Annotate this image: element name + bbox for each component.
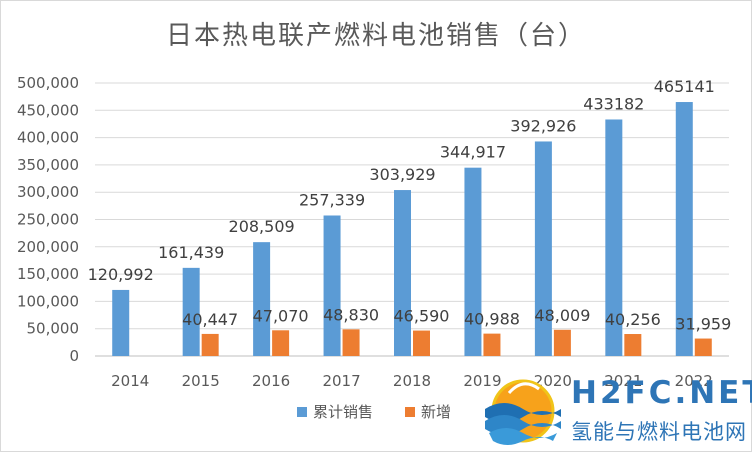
x-tick-label: 2016 xyxy=(252,372,290,390)
data-label-cumulative: 392,926 xyxy=(510,116,576,135)
bar-new xyxy=(342,329,360,356)
bar-cumulative xyxy=(182,267,200,356)
y-tick-label: 300,000 xyxy=(17,183,79,201)
data-label-new: 48,830 xyxy=(323,305,379,324)
y-tick-label: 150,000 xyxy=(17,265,79,283)
x-tick-label: 2021 xyxy=(604,372,642,390)
watermark-site-name: H2FC.NET xyxy=(571,375,752,411)
bar-cumulative xyxy=(605,119,623,356)
data-label-cumulative: 433182 xyxy=(583,94,644,113)
legend-swatch-new xyxy=(405,407,415,417)
watermark-subtitle: 氢能与燃料电池网 xyxy=(571,420,747,444)
legend-label-new: 新增 xyxy=(421,403,451,421)
data-label-new: 40,988 xyxy=(464,310,520,329)
y-tick-label: 50,000 xyxy=(27,320,80,338)
y-tick-label: 0 xyxy=(69,347,79,365)
bar-new xyxy=(553,329,571,356)
bar-cumulative xyxy=(464,167,482,356)
data-label-cumulative: 465141 xyxy=(654,77,715,96)
chart-title: 日本热电联产燃料电池销售（台） xyxy=(165,21,586,51)
y-tick-label: 200,000 xyxy=(17,238,79,256)
bar-cumulative xyxy=(323,215,341,356)
y-tick-label: 400,000 xyxy=(17,129,79,147)
bar-new xyxy=(483,333,501,356)
y-tick-label: 450,000 xyxy=(17,101,79,119)
x-tick-label: 2018 xyxy=(393,372,431,390)
data-label-new: 40,447 xyxy=(182,310,238,329)
data-label-new: 48,009 xyxy=(534,306,590,325)
data-label-new: 40,256 xyxy=(605,310,661,329)
data-label-new: 46,590 xyxy=(394,307,450,326)
data-label-cumulative: 120,992 xyxy=(88,265,154,284)
y-tick-label: 250,000 xyxy=(17,211,79,229)
data-label-new: 47,070 xyxy=(253,306,309,325)
bar-cumulative xyxy=(394,190,411,356)
watermark: H2FC.NET 氢能与燃料电池网 xyxy=(479,371,752,449)
bar-new xyxy=(413,330,430,356)
bar-cumulative xyxy=(112,289,130,356)
bar-new xyxy=(694,338,712,356)
bar-new xyxy=(201,333,219,356)
wave-flame-logo-icon xyxy=(485,379,561,445)
bar-cumulative xyxy=(675,102,693,356)
bar-cumulative xyxy=(253,242,271,356)
data-label-cumulative: 257,339 xyxy=(299,190,365,209)
x-tick-label: 2022 xyxy=(675,372,713,390)
data-label-cumulative: 161,439 xyxy=(158,243,224,262)
legend-swatch-cumulative xyxy=(297,407,307,417)
x-tick-label: 2014 xyxy=(111,372,149,390)
legend-label-cumulative: 累计销售 xyxy=(313,403,373,421)
x-tick-label: 2020 xyxy=(534,372,572,390)
x-tick-label: 2017 xyxy=(322,372,360,390)
x-tick-label: 2015 xyxy=(182,372,220,390)
data-label-cumulative: 303,929 xyxy=(369,165,435,184)
bar-new xyxy=(624,334,642,356)
y-tick-label: 100,000 xyxy=(17,292,79,310)
y-tick-label: 350,000 xyxy=(17,156,79,174)
data-label-cumulative: 208,509 xyxy=(229,217,295,236)
x-tick-label: 2019 xyxy=(463,372,501,390)
data-label-new: 31,959 xyxy=(675,315,731,334)
y-tick-label: 500,000 xyxy=(17,74,79,92)
bar-cumulative xyxy=(534,141,552,356)
bar-new xyxy=(272,330,290,356)
data-label-cumulative: 344,917 xyxy=(440,143,506,162)
